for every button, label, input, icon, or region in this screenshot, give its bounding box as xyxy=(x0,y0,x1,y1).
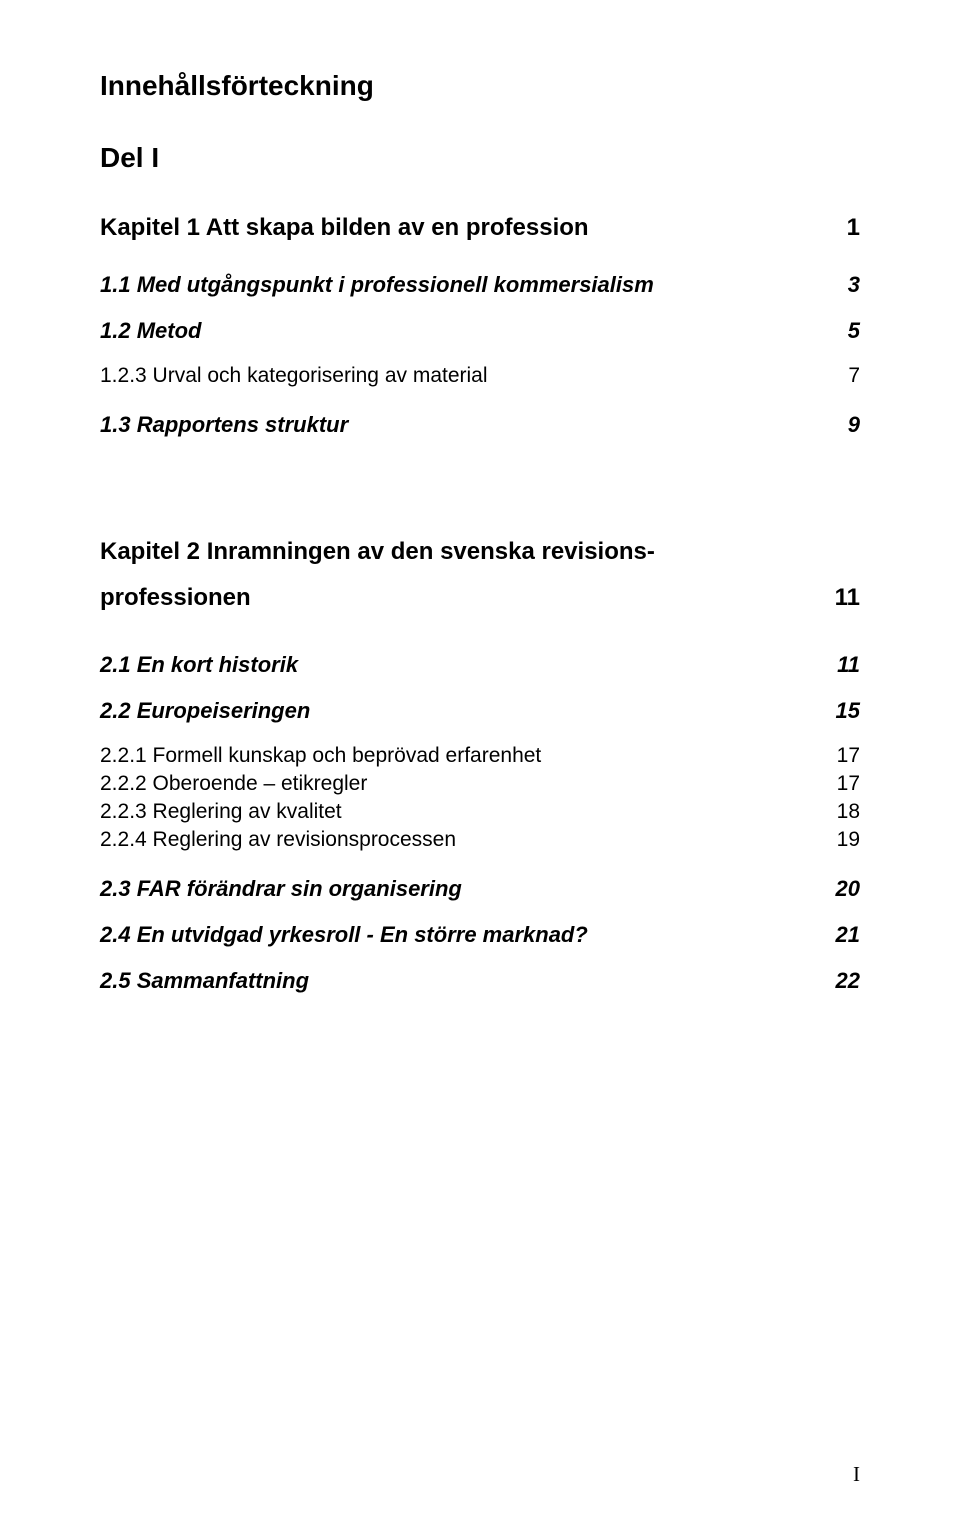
subsection-2-2-2: 2.2.2 Oberoende – etikregler 17 xyxy=(100,772,860,796)
section-2-1: 2.1 En kort historik 11 xyxy=(100,652,860,678)
part-title: Del I xyxy=(100,142,860,174)
chapter-2-heading: Kapitel 2 Inramningen av den svenska rev… xyxy=(100,538,860,612)
subsection-label: 2.2.4 Reglering av revisionsprocessen xyxy=(100,828,456,852)
subsection-2-2-3: 2.2.3 Reglering av kvalitet 18 xyxy=(100,800,860,824)
section-page: 3 xyxy=(848,272,860,298)
section-page: 20 xyxy=(836,876,860,902)
section-2-4: 2.4 En utvidgad yrkesroll - En större ma… xyxy=(100,922,860,948)
section-label: 1.2 Metod xyxy=(100,318,201,344)
subsection-label: 2.2.1 Formell kunskap och beprövad erfar… xyxy=(100,744,541,768)
chapter-2-label-line1: Kapitel 2 Inramningen av den svenska rev… xyxy=(100,538,860,566)
subsection-page: 7 xyxy=(848,364,860,388)
section-label: 2.2 Europeiseringen xyxy=(100,698,310,724)
chapter-1-label: Kapitel 1 Att skapa bilden av en profess… xyxy=(100,214,589,242)
subsection-label: 1.2.3 Urval och kategorisering av materi… xyxy=(100,364,488,388)
subsection-page: 18 xyxy=(837,800,860,824)
subsection-1-2-3: 1.2.3 Urval och kategorisering av materi… xyxy=(100,364,860,388)
chapter-2-label-line2: professionen xyxy=(100,584,251,612)
section-page: 9 xyxy=(848,412,860,438)
section-label: 1.3 Rapportens struktur xyxy=(100,412,348,438)
section-label: 2.3 FAR förändrar sin organisering xyxy=(100,876,462,902)
section-2-3: 2.3 FAR förändrar sin organisering 20 xyxy=(100,876,860,902)
chapter-1-page: 1 xyxy=(847,214,860,242)
section-label: 2.4 En utvidgad yrkesroll - En större ma… xyxy=(100,922,588,948)
subsection-2-2-1: 2.2.1 Formell kunskap och beprövad erfar… xyxy=(100,744,860,768)
subsection-page: 17 xyxy=(837,772,860,796)
section-1-2: 1.2 Metod 5 xyxy=(100,318,860,344)
section-page: 11 xyxy=(837,652,860,678)
footer-page-number: I xyxy=(853,1462,860,1487)
section-2-2: 2.2 Europeiseringen 15 xyxy=(100,698,860,724)
subsection-label: 2.2.3 Reglering av kvalitet xyxy=(100,800,342,824)
toc-page: Innehållsförteckning Del I Kapitel 1 Att… xyxy=(0,0,960,1527)
subsection-page: 19 xyxy=(837,828,860,852)
main-title: Innehållsförteckning xyxy=(100,70,860,102)
subsection-2-2-4: 2.2.4 Reglering av revisionsprocessen 19 xyxy=(100,828,860,852)
subsection-label: 2.2.2 Oberoende – etikregler xyxy=(100,772,367,796)
subsection-page: 17 xyxy=(837,744,860,768)
section-label: 2.1 En kort historik xyxy=(100,652,298,678)
section-1-1: 1.1 Med utgångspunkt i professionell kom… xyxy=(100,272,860,298)
section-page: 5 xyxy=(848,318,860,344)
section-page: 21 xyxy=(836,922,860,948)
section-2-5: 2.5 Sammanfattning 22 xyxy=(100,968,860,994)
section-page: 22 xyxy=(836,968,860,994)
chapter-2-page: 11 xyxy=(835,584,860,612)
section-label: 2.5 Sammanfattning xyxy=(100,968,309,994)
chapter-1-heading: Kapitel 1 Att skapa bilden av en profess… xyxy=(100,214,860,242)
section-page: 15 xyxy=(836,698,860,724)
section-label: 1.1 Med utgångspunkt i professionell kom… xyxy=(100,272,654,298)
section-1-3: 1.3 Rapportens struktur 9 xyxy=(100,412,860,438)
